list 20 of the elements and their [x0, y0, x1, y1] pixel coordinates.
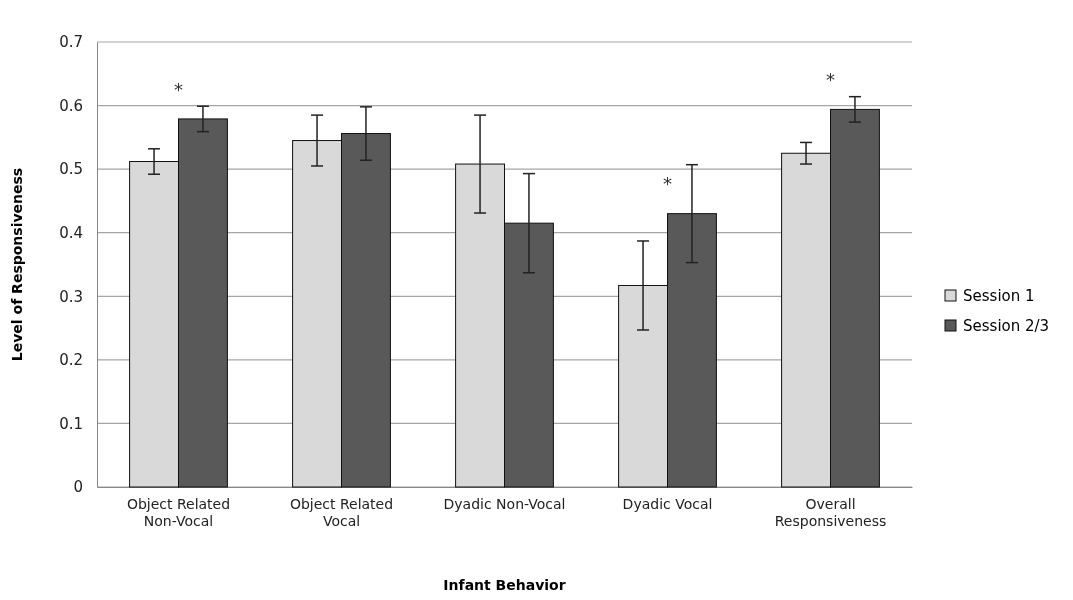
y-tick-label: 0.6 — [59, 96, 83, 115]
legend-label: Session 2/3 — [963, 317, 1050, 336]
y-tick-label: 0 — [73, 478, 83, 497]
x-tick-label: Object Related Non-Vocal — [126, 495, 231, 529]
x-axis-title: Infant Behavior — [443, 577, 566, 593]
x-tick-label: Overall Responsiveness — [774, 495, 887, 529]
y-tick-label: 0.2 — [59, 351, 83, 370]
y-tick-label: 0.5 — [59, 160, 83, 179]
legend-label: Session 1 — [963, 287, 1035, 306]
y-axis-title: Level of Responsiveness — [9, 167, 25, 362]
annotation: * — [826, 68, 835, 90]
y-tick-label: 0.3 — [59, 287, 83, 306]
x-tick-label: Dyadic Vocal — [622, 495, 713, 512]
y-tick-label: 0.1 — [59, 414, 83, 433]
x-tick-label: Object Related Vocal — [289, 495, 394, 529]
annotation: * — [663, 173, 672, 195]
y-tick-label: 0.7 — [59, 33, 83, 52]
x-tick-label: Dyadic Non-Vocal — [443, 495, 566, 512]
annotation: * — [174, 78, 183, 100]
y-tick-label: 0.4 — [59, 224, 83, 243]
